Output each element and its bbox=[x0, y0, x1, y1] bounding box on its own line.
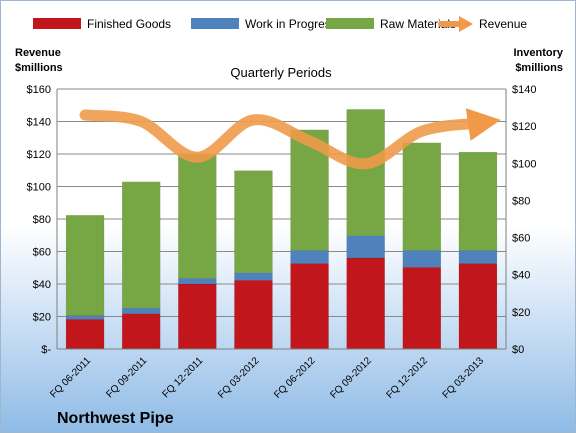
left-tick-label: $- bbox=[41, 344, 51, 356]
bar-work-in-progress bbox=[402, 250, 442, 268]
x-tick-label: FQ 03-2012 bbox=[216, 355, 262, 401]
revenue-line-path bbox=[79, 108, 501, 170]
bar-work-in-progress bbox=[458, 250, 498, 264]
bar-work-in-progress bbox=[178, 278, 217, 285]
bar-raw-materials bbox=[121, 181, 161, 309]
left-tick-label: $40 bbox=[33, 279, 51, 291]
left-axis-title-line1: Revenue bbox=[15, 47, 61, 59]
legend-swatch bbox=[191, 18, 239, 29]
bar-work-in-progress bbox=[346, 235, 385, 259]
bar-raw-materials bbox=[402, 142, 442, 251]
bar-raw-materials bbox=[234, 170, 273, 274]
legend-label: Revenue bbox=[479, 17, 527, 31]
right-axis-title-line2: $millions bbox=[515, 62, 563, 74]
legend-label: Raw Materials bbox=[380, 17, 456, 31]
legend-arrowhead bbox=[459, 16, 473, 32]
revenue-line bbox=[79, 108, 501, 170]
right-tick-label: $100 bbox=[512, 158, 536, 170]
left-tick-label: $140 bbox=[27, 117, 51, 129]
bar-raw-materials bbox=[65, 215, 105, 316]
x-tick-label: FQ 12-2011 bbox=[160, 355, 205, 400]
left-tick-label: $120 bbox=[27, 149, 51, 161]
x-tick-label: FQ 09-2012 bbox=[328, 355, 374, 401]
left-tick-label: $20 bbox=[33, 312, 51, 324]
legend-swatch bbox=[33, 18, 81, 29]
bar-finished-goods bbox=[65, 319, 105, 350]
bar-work-in-progress bbox=[234, 272, 273, 281]
bar-finished-goods bbox=[402, 267, 442, 350]
left-tick-label: $160 bbox=[27, 84, 51, 96]
left-tick-label: $80 bbox=[33, 214, 51, 226]
bar-finished-goods bbox=[346, 257, 385, 350]
left-tick-label: $60 bbox=[33, 247, 51, 259]
company-name: Northwest Pipe bbox=[57, 410, 174, 427]
legend-swatch bbox=[326, 18, 374, 29]
right-tick-label: $40 bbox=[512, 270, 530, 282]
x-tick-label: FQ 03-2013 bbox=[441, 355, 487, 401]
revenue-point bbox=[253, 119, 254, 120]
legend-label: Work in Progress bbox=[245, 17, 337, 31]
x-tick-label: FQ 09-2011 bbox=[104, 355, 149, 400]
x-tick-label: FQ 12-2012 bbox=[384, 355, 430, 401]
revenue-point bbox=[141, 121, 142, 122]
right-tick-label: $60 bbox=[512, 233, 530, 245]
x-tick-label: FQ 06-2012 bbox=[272, 355, 318, 401]
bar-raw-materials bbox=[346, 109, 385, 236]
x-tick-label: FQ 06-2011 bbox=[48, 355, 93, 400]
bar-work-in-progress bbox=[290, 250, 329, 264]
right-axis-title-line1: Inventory bbox=[513, 47, 563, 59]
revenue-point bbox=[85, 115, 86, 116]
right-tick-label: $0 bbox=[512, 344, 524, 356]
bar-finished-goods bbox=[458, 263, 498, 350]
right-tick-label: $20 bbox=[512, 307, 530, 319]
bar-work-in-progress bbox=[121, 307, 161, 314]
legend-label: Finished Goods bbox=[87, 17, 171, 31]
revenue-point bbox=[421, 131, 422, 132]
bar-finished-goods bbox=[234, 280, 273, 350]
right-tick-label: $80 bbox=[512, 195, 530, 207]
left-axis-title-line2: $millions bbox=[15, 62, 63, 74]
right-tick-label: $120 bbox=[512, 121, 536, 133]
bar-finished-goods bbox=[121, 313, 161, 350]
revenue-point bbox=[365, 163, 366, 164]
right-tick-label: $140 bbox=[512, 84, 536, 96]
stacked-bars bbox=[65, 109, 498, 350]
bar-work-in-progress bbox=[65, 315, 105, 320]
left-tick-label: $100 bbox=[27, 182, 51, 194]
revenue-point bbox=[197, 157, 198, 158]
revenue-point bbox=[477, 123, 478, 124]
bar-raw-materials bbox=[178, 153, 217, 279]
bar-raw-materials bbox=[458, 151, 498, 251]
chart-subtitle: Quarterly Periods bbox=[230, 65, 332, 80]
bar-finished-goods bbox=[290, 263, 329, 350]
revenue-point bbox=[309, 141, 310, 142]
bar-finished-goods bbox=[178, 283, 217, 350]
legend: Finished Goods Work in Progress Raw Materi… bbox=[33, 16, 527, 32]
